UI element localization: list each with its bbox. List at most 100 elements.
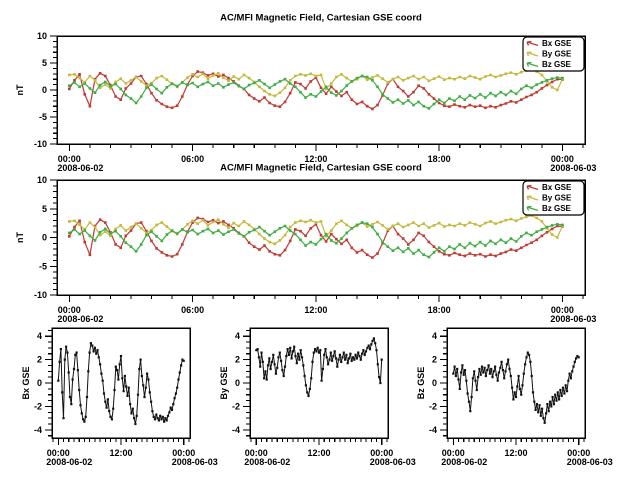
- bz-panel-ytick-label: 4: [432, 331, 437, 341]
- bx-panel-ytick-label: 2: [37, 355, 42, 365]
- legend-marker-bx: [526, 184, 539, 191]
- legend-marker-bx: [526, 40, 539, 47]
- legend-label-bx: Bx GSE: [542, 183, 572, 192]
- series-by-markers: [68, 214, 564, 246]
- overview-1-ytick-label: -5: [39, 112, 47, 122]
- by-panel-ylabel: By GSE: [219, 366, 229, 399]
- overview-2-ytick-label: 0: [42, 233, 47, 243]
- series-bx-markers: [68, 70, 564, 111]
- overview-1-frame: [56, 35, 586, 145]
- panel-overview-1: AC/MFI Magnetic Field, Cartesian GSE coo…: [15, 13, 596, 174]
- overview-1-xtick-label: 18:00: [428, 154, 451, 164]
- by-panel-ytick-label: 0: [235, 378, 240, 388]
- overview-1-xtick-label: 12:00: [304, 154, 327, 164]
- bz-panel-xtick-date: 2008-06-03: [567, 457, 613, 467]
- overview-2-xtick-label: 12:00: [304, 305, 327, 315]
- overview-1-xtick-date: 2008-06-03: [550, 163, 596, 173]
- by-panel-ticks: [243, 329, 388, 445]
- overview-1-ytick-label: 0: [42, 85, 47, 95]
- series-bz-line: [452, 351, 580, 423]
- by-panel-ytick-label: 2: [235, 355, 240, 365]
- series-bz-line: [68, 75, 563, 110]
- by-panel-xtick-label: 00:00: [370, 448, 393, 458]
- by-panel-ytick-label: -4: [232, 425, 240, 435]
- overview-1-xtick-label: 06:00: [181, 154, 204, 164]
- by-panel-xtick-label: 12:00: [307, 448, 330, 458]
- bz-panel-xtick-date: 2008-06-02: [441, 457, 487, 467]
- series-bz-markers: [452, 351, 580, 424]
- legend-marker-bz: [526, 61, 539, 68]
- panel-overview-2: AC/MFI Magnetic Field, Cartesian GSE coo…: [15, 163, 596, 325]
- series-bx-markers: [68, 216, 564, 259]
- overview-2-xtick-label: 00:00: [58, 305, 81, 315]
- overview-1-ticks: [50, 35, 584, 151]
- bz-panel-ticks: [440, 329, 585, 445]
- bz-panel-xtick-label: 12:00: [504, 448, 527, 458]
- by-panel-xtick-date: 2008-06-03: [370, 457, 416, 467]
- overview-2-ylabel: nT: [15, 232, 25, 243]
- overview-2-xtick-date: 2008-06-02: [57, 314, 103, 324]
- overview-2-title: AC/MFI Magnetic Field, Cartesian GSE coo…: [220, 163, 422, 174]
- legend-marker-by: [526, 195, 539, 201]
- overview-1-xtick-label: 00:00: [58, 154, 81, 164]
- overview-1-xtick-date: 2008-06-02: [57, 163, 103, 173]
- overview-2-ytick-label: -5: [39, 261, 47, 271]
- bx-panel-xtick-date: 2008-06-02: [46, 457, 92, 467]
- overview-1-title: AC/MFI Magnetic Field, Cartesian GSE coo…: [220, 13, 422, 24]
- series-by-markers: [255, 337, 383, 397]
- bz-panel-xtick-label: 00:00: [442, 448, 465, 458]
- legend-label-bx: Bx GSE: [542, 39, 572, 48]
- by-panel-xtick-label: 00:00: [245, 448, 268, 458]
- overview-2-ytick-label: 5: [42, 204, 47, 214]
- legend-label-bz: Bz GSE: [542, 60, 572, 69]
- bx-panel-ticks: [45, 329, 190, 445]
- overview-1-ytick-label: 10: [37, 31, 47, 41]
- bx-panel-xtick-label: 00:00: [47, 448, 70, 458]
- series-by-line: [255, 337, 383, 398]
- bz-panel-ytick-label: -4: [429, 425, 437, 435]
- bz-panel-ytick-label: 0: [432, 378, 437, 388]
- bz-panel-ytick-label: -2: [429, 401, 437, 411]
- bx-panel-xtick-label: 12:00: [109, 448, 132, 458]
- legend-label-bz: Bz GSE: [542, 204, 572, 213]
- series-by-markers: [68, 68, 564, 98]
- bx-panel-xtick-date: 2008-06-03: [172, 457, 218, 467]
- bx-panel-ytick-label: -2: [34, 401, 42, 411]
- legend-marker-bz: [526, 205, 539, 212]
- overview-1-ytick-label: 5: [42, 58, 47, 68]
- bz-panel-ytick-label: 2: [432, 355, 437, 365]
- legend-label-by: By GSE: [542, 50, 572, 59]
- overview-2-xtick-date: 2008-06-03: [550, 314, 596, 324]
- overview-2-ytick-label: -10: [34, 290, 47, 300]
- overview-1-ylabel: nT: [15, 84, 25, 95]
- bx-panel-ytick-label: 4: [37, 331, 42, 341]
- series-bz-markers: [68, 221, 564, 259]
- by-panel-frame: [249, 327, 389, 439]
- series-bx-markers: [57, 342, 185, 426]
- series-bz-markers: [68, 74, 564, 110]
- overview-2-ytick-label: 10: [37, 175, 47, 185]
- overview-1-xtick-label: 00:00: [551, 154, 574, 164]
- by-panel-ytick-label: -2: [232, 401, 240, 411]
- overview-2-xtick-label: 00:00: [551, 305, 574, 315]
- overview-2-frame: [56, 179, 586, 296]
- overview-1-ytick-label: -10: [34, 139, 47, 149]
- by-panel-ytick-label: 4: [235, 331, 240, 341]
- overview-2-xtick-label: 06:00: [181, 305, 204, 315]
- bx-panel-ylabel: Bx GSE: [21, 366, 31, 399]
- bx-panel-ytick-label: -4: [34, 425, 42, 435]
- bx-panel-ytick-label: 0: [37, 378, 42, 388]
- legend-label-by: By GSE: [542, 194, 572, 203]
- bx-panel-xtick-label: 00:00: [172, 448, 195, 458]
- overview-2-ticks: [50, 179, 584, 302]
- bz-panel-frame: [446, 327, 586, 439]
- series-bz-line: [68, 221, 563, 258]
- bz-panel-xtick-label: 00:00: [567, 448, 590, 458]
- bz-panel-ylabel: Bz GSE: [416, 367, 426, 400]
